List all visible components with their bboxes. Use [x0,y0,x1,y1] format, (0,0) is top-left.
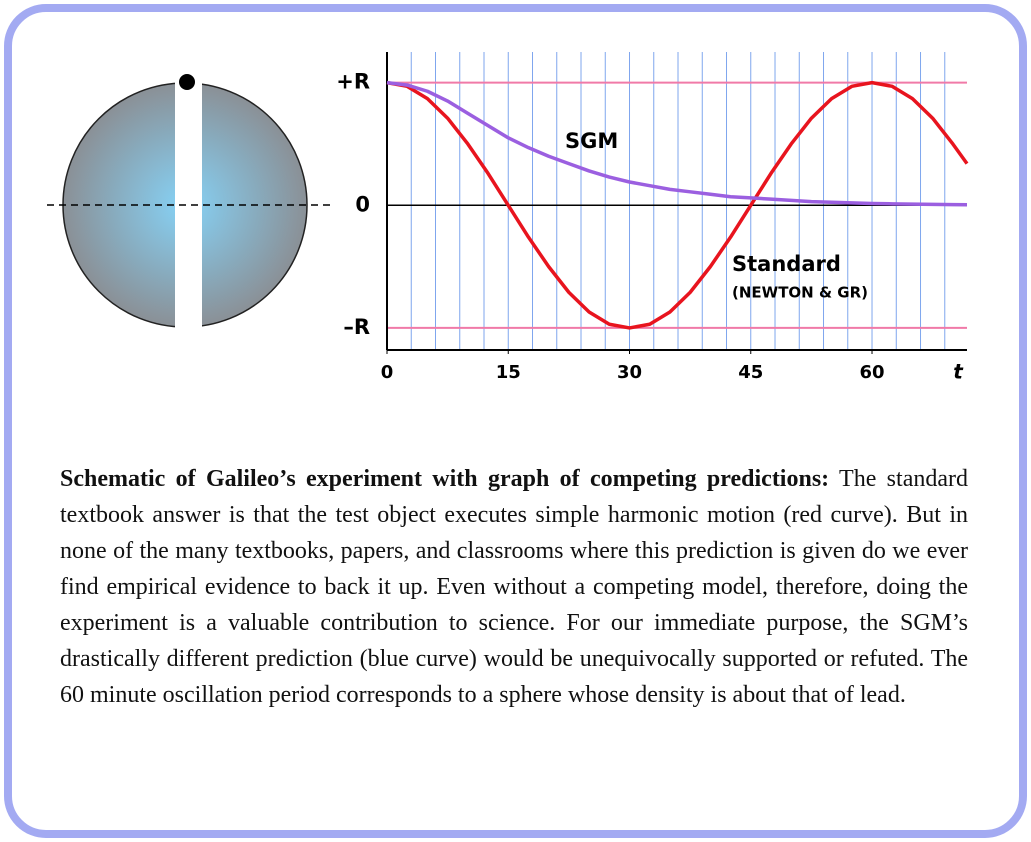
x-tick-label: 45 [738,362,763,383]
sphere-schematic [47,74,330,338]
series-label: SGM [565,129,618,153]
caption: Schematic of Galileo’s experiment with g… [60,461,968,713]
caption-text: The standard textbook answer is that the… [60,466,968,708]
x-axis-label: t [953,360,964,384]
x-tick-label: 30 [617,362,642,383]
y-tick-label: 0 [355,192,370,216]
caption-lead: Schematic of Galileo’s experiment with g… [60,466,830,492]
x-tick-label: 15 [496,362,521,383]
series-label: Standard [732,252,841,276]
annotation: (NEWTON & GR) [732,284,868,302]
x-tick-label: 0 [381,362,394,383]
frame [4,4,1027,838]
y-tick-label: –R [343,315,370,339]
x-tick-label: 60 [859,362,884,383]
series-line [386,80,969,330]
y-tick-label: +R [336,70,370,94]
series-line [386,80,968,207]
